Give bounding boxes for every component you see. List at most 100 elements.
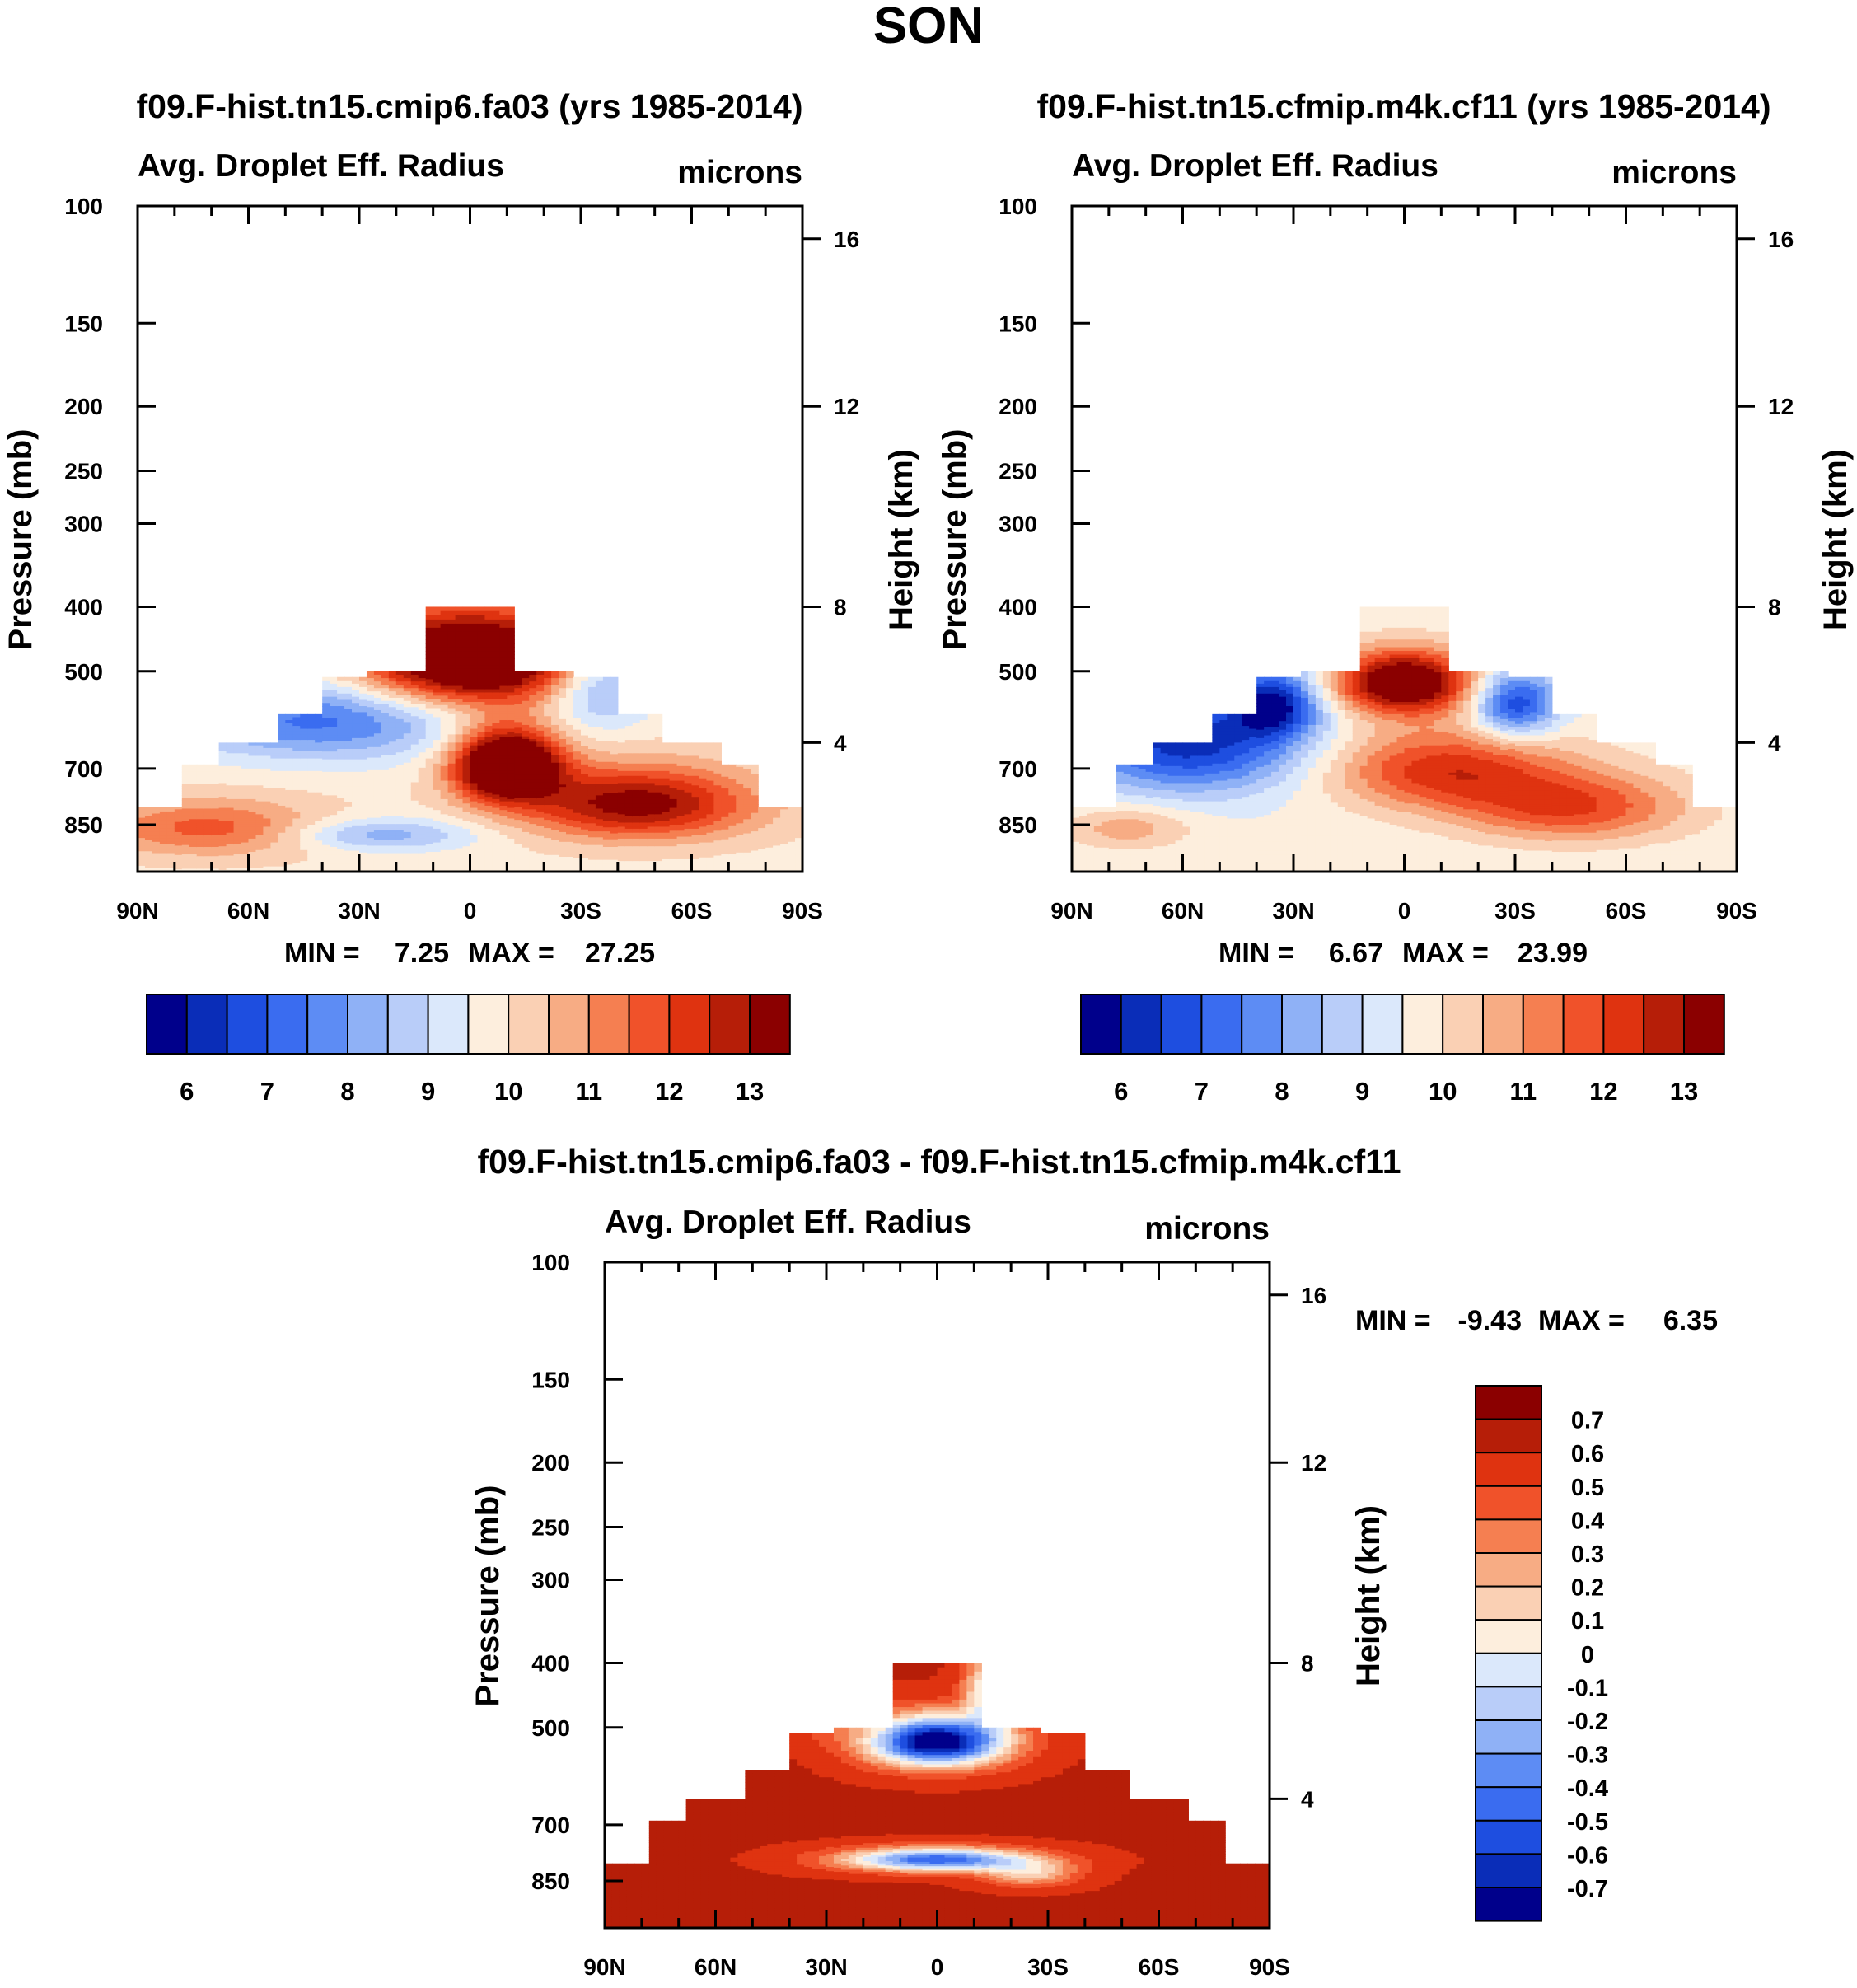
contour-cell (514, 811, 522, 815)
contour-cell (551, 816, 559, 819)
contour-cell (307, 848, 316, 851)
contour-cell (315, 801, 323, 804)
contour-cell (581, 819, 589, 822)
contour-cell (595, 815, 604, 818)
contour-cell (174, 816, 183, 819)
contour-cell (263, 789, 271, 793)
contour-cell (433, 758, 442, 762)
contour-cell (447, 863, 456, 866)
contour-cell (196, 806, 205, 810)
contour-cell (218, 792, 227, 796)
contour-cell (617, 775, 626, 779)
contour-cell (315, 731, 323, 735)
contour-cell (218, 745, 227, 749)
contour-cell (544, 868, 552, 870)
contour-cell (624, 760, 634, 765)
contour-cell (159, 811, 168, 815)
contour-cell (241, 785, 250, 788)
contour-cell (617, 818, 626, 821)
contour-cell (573, 706, 582, 710)
contour-cell (559, 760, 567, 764)
contour-cell (337, 839, 345, 842)
contour-cell (322, 759, 330, 763)
contour-cell (587, 795, 596, 798)
contour-cell (529, 722, 537, 726)
contour-cell (174, 835, 183, 839)
contour-cell (595, 774, 604, 778)
contour-cell (159, 849, 168, 852)
contour-cell (462, 651, 471, 656)
contour-cell (403, 811, 412, 815)
contour-cell (470, 788, 479, 791)
contour-cell (544, 671, 552, 676)
contour-cell (484, 627, 493, 633)
contour-cell (536, 845, 545, 849)
contour-cell (278, 832, 286, 835)
contour-cell (433, 798, 442, 802)
contour-cell (587, 811, 596, 814)
contour-cell (566, 779, 574, 784)
contour-cell (203, 854, 213, 857)
contour-cell (544, 718, 552, 723)
contour-cell (573, 776, 582, 780)
contour-cell (573, 823, 582, 826)
contour-cell (440, 668, 449, 673)
contour-cell (455, 778, 464, 782)
contour-cell (566, 802, 574, 806)
contour-cell (610, 699, 619, 704)
contour-cell (241, 742, 250, 746)
contour-cell (226, 765, 235, 769)
contour-cell (610, 786, 619, 789)
contour-cell (344, 831, 353, 835)
contour-cell (403, 838, 412, 841)
contour-cell (477, 763, 486, 767)
contour-cell (388, 733, 397, 737)
contour-cell (233, 858, 242, 862)
contour-cell (278, 835, 286, 838)
contour-cell (544, 860, 552, 863)
contour-cell (447, 858, 456, 862)
contour-cell (322, 756, 330, 760)
contour-cell (307, 805, 316, 809)
contour-cell (373, 774, 382, 779)
contour-cell (587, 865, 596, 868)
contour-cell (241, 840, 250, 844)
contour-cell (278, 734, 286, 738)
contour-cell (522, 709, 530, 714)
contour-cell (610, 852, 619, 855)
contour-cell (278, 803, 286, 807)
contour-cell (344, 743, 353, 747)
contour-cell (559, 697, 567, 702)
contour-cell (595, 766, 604, 770)
contour-cell (418, 716, 427, 720)
contour-cell (499, 797, 508, 800)
contour-cell (373, 772, 382, 776)
contour-cell (492, 863, 500, 866)
contour-cell (610, 723, 619, 727)
contour-cell (507, 820, 515, 824)
contour-cell (529, 779, 537, 784)
contour-cell (159, 840, 168, 843)
contour-cell (352, 811, 360, 814)
contour-cell (263, 755, 271, 760)
contour-cell (315, 807, 323, 811)
contour-cell (366, 853, 375, 856)
contour-cell (373, 844, 382, 847)
contour-cell (544, 854, 552, 858)
contour-cell (388, 791, 397, 795)
contour-cell (477, 835, 486, 838)
contour-cell (285, 726, 293, 730)
contour-cell (373, 831, 382, 835)
contour-cell (566, 762, 574, 766)
contour-cell (373, 857, 382, 859)
contour-cell (462, 695, 471, 699)
contour-cell (418, 697, 427, 702)
contour-cell (507, 702, 515, 706)
contour-cell (587, 788, 596, 792)
contour-cell (610, 827, 619, 830)
contour-cell (440, 803, 449, 807)
contour-cell (263, 864, 271, 868)
contour-cell (507, 838, 515, 841)
contour-cell (470, 731, 479, 735)
contour-cell (181, 867, 190, 870)
